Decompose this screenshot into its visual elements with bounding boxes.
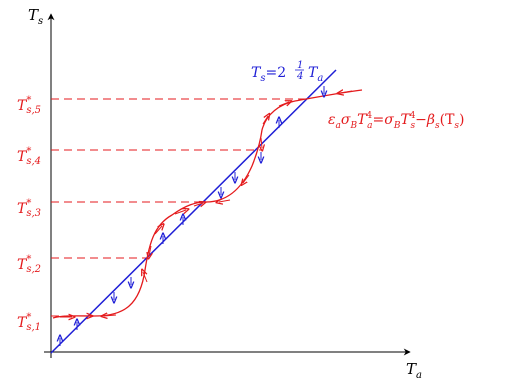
red-arrow <box>261 137 262 148</box>
line-equation-label: Ts=2 <box>251 65 286 84</box>
tick-label-1: T* s,1 <box>17 312 41 333</box>
red-arrow <box>143 272 148 283</box>
x-axis-label: Ta <box>406 360 422 381</box>
red-curve <box>52 89 363 319</box>
curve-equation-label: εaσBT4 a=σBT4 s−βs(Ts) <box>328 111 465 131</box>
tick-label-3: T* s,3 <box>17 198 41 219</box>
tick-labels: T* s,1 T* s,2 T* s,3 T* s,4 T* s,5 <box>17 95 41 333</box>
red-arrow <box>278 102 289 107</box>
dashed-levels <box>51 98 308 317</box>
red-arrow <box>174 210 186 215</box>
red-curve-arrows <box>60 91 353 317</box>
red-arrow <box>154 226 162 235</box>
blue-arrows <box>60 86 324 346</box>
red-arrow <box>340 91 353 93</box>
tick-label-2: T* s,2 <box>17 254 41 275</box>
red-arrow <box>193 203 203 206</box>
red-arrow <box>243 174 250 183</box>
tick-label-4: T* s,4 <box>17 146 41 167</box>
line-equation-rhs: Ta <box>308 65 323 84</box>
red-arrow <box>219 200 231 202</box>
red-arrow <box>149 245 151 256</box>
line-equation-fraction-den: 4 <box>296 71 303 82</box>
blue-line <box>50 69 337 354</box>
red-arrow <box>104 315 117 316</box>
tick-label-5: T* s,5 <box>17 95 41 116</box>
red-arrow <box>262 116 268 125</box>
line-equation-fraction-num: 1 <box>297 60 303 71</box>
y-axis-label: Ts <box>28 6 43 27</box>
